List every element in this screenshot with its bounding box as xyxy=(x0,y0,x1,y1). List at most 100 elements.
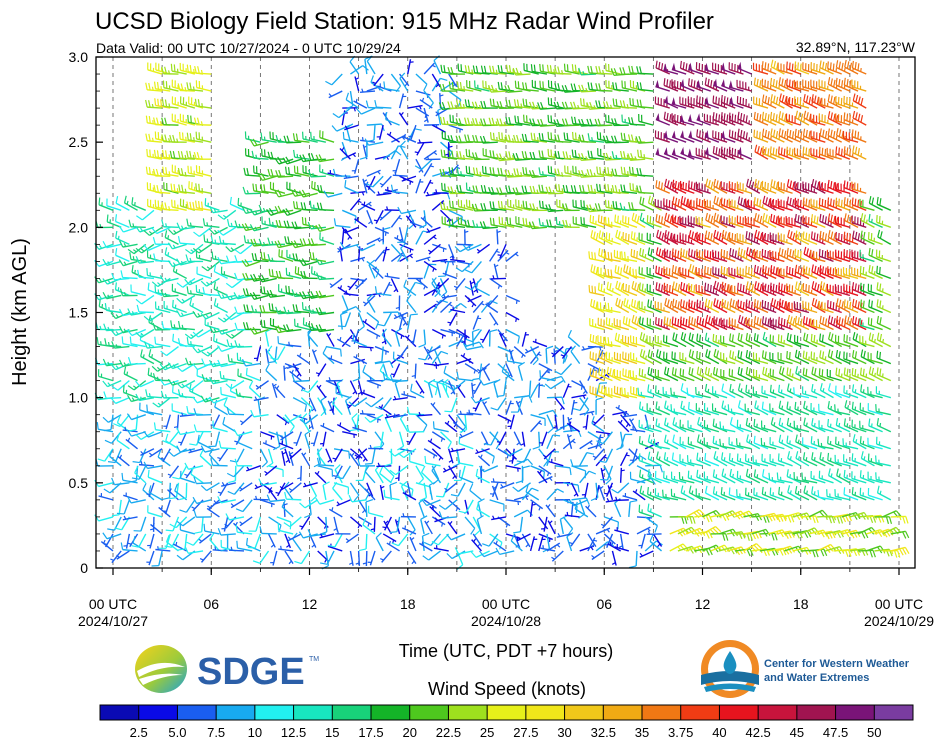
wind-barb xyxy=(147,268,162,278)
wind-barb xyxy=(318,466,333,477)
wind-barb xyxy=(424,534,440,545)
wind-barb xyxy=(324,191,342,197)
cw3e-name-line-2: and Water Extremes xyxy=(764,672,869,684)
colorbar-label: 42.5 xyxy=(745,725,770,740)
wind-barb xyxy=(384,490,399,500)
wind-barb xyxy=(794,387,809,397)
wind-barb xyxy=(645,517,657,533)
wind-barb xyxy=(346,534,359,543)
wind-barb xyxy=(148,505,162,517)
wind-barb xyxy=(299,517,309,530)
wind-barb xyxy=(230,449,244,462)
colorbar-swatch xyxy=(371,705,410,720)
wind-barb xyxy=(400,141,407,159)
wind-barb xyxy=(263,440,277,448)
x-axis-label: Time (UTC, PDT +7 hours) xyxy=(399,641,614,661)
wind-barb xyxy=(457,151,473,159)
wind-barb xyxy=(391,74,400,92)
wind-barb xyxy=(228,354,244,363)
wind-barb xyxy=(188,166,203,176)
wind-barb xyxy=(689,349,702,363)
wind-barb xyxy=(286,342,301,347)
wind-barb xyxy=(563,517,572,535)
wind-barb xyxy=(112,273,130,280)
wind-barb xyxy=(280,432,287,450)
wind-barb xyxy=(497,153,515,160)
wind-barb xyxy=(445,142,449,157)
wind-barb xyxy=(451,483,465,496)
wind-barb xyxy=(490,313,498,326)
wind-barb xyxy=(601,517,612,528)
wind-barb xyxy=(457,185,473,193)
wind-barb xyxy=(391,244,401,261)
sdge-logo-graphic: SDGE TM xyxy=(133,641,333,697)
wind-barb xyxy=(423,551,441,560)
wind-barb xyxy=(235,244,253,253)
wind-barb xyxy=(374,432,384,448)
wind-barb xyxy=(393,159,400,173)
wind-barb xyxy=(246,466,260,471)
wind-barb xyxy=(853,434,866,448)
wind-barb xyxy=(284,517,301,527)
wind-barb xyxy=(555,364,572,375)
wind-barb xyxy=(178,236,194,244)
wind-barb xyxy=(271,182,285,193)
wind-barb xyxy=(293,381,305,391)
wind-barb xyxy=(424,449,437,459)
wind-barb xyxy=(312,266,326,278)
wind-barb xyxy=(359,347,374,352)
wind-barb xyxy=(470,484,482,500)
wind-barb xyxy=(168,449,186,457)
wind-barb xyxy=(637,66,654,74)
wind-barb xyxy=(367,313,379,329)
wind-barb xyxy=(494,541,506,551)
wind-barb xyxy=(133,449,146,463)
wind-barb xyxy=(316,498,334,504)
wind-barb xyxy=(637,185,654,193)
wind-barb xyxy=(383,282,392,295)
wind-barb xyxy=(318,185,334,193)
wind-barb xyxy=(844,180,858,193)
wind-barb xyxy=(391,278,397,292)
wind-barb xyxy=(473,315,481,329)
wind-barb xyxy=(177,381,195,388)
wind-barb xyxy=(554,349,558,364)
wind-barb xyxy=(592,551,605,560)
cw3e-name-line-1: Center for Western Weather xyxy=(764,658,910,670)
colorbar-swatch xyxy=(216,705,255,720)
wind-barb xyxy=(337,500,351,506)
wind-barb xyxy=(136,295,154,304)
wind-barb xyxy=(356,551,360,566)
wind-barb xyxy=(711,514,729,521)
colorbar-label: 40 xyxy=(712,725,726,740)
wind-barb xyxy=(819,249,833,261)
y-axis: 00.51.01.52.02.53.0 xyxy=(69,49,103,576)
wind-barb xyxy=(179,321,195,329)
wind-barb xyxy=(272,383,276,397)
wind-barb xyxy=(293,133,309,142)
colorbar-swatch xyxy=(487,705,526,720)
wind-barb xyxy=(243,288,260,295)
wind-barb xyxy=(477,364,489,374)
wind-barb xyxy=(458,199,473,210)
wind-barb xyxy=(393,396,408,400)
wind-barb xyxy=(377,313,391,326)
wind-barb xyxy=(494,264,498,279)
wind-barb xyxy=(638,150,654,160)
wind-barb xyxy=(337,422,350,431)
wind-barb xyxy=(546,504,555,516)
wind-barb xyxy=(226,244,244,251)
wind-barb xyxy=(249,381,260,398)
wind-barb xyxy=(217,328,235,334)
wind-barb xyxy=(276,170,293,177)
wind-barb xyxy=(285,551,293,564)
colorbar-label: 50 xyxy=(867,725,881,740)
y-tick-label: 0.5 xyxy=(69,475,89,491)
wind-barb xyxy=(408,551,416,564)
wind-barbs xyxy=(95,56,909,570)
wind-barb xyxy=(804,333,817,347)
wind-barb xyxy=(828,436,842,449)
wind-barb xyxy=(266,364,277,381)
wind-barb xyxy=(207,507,219,517)
